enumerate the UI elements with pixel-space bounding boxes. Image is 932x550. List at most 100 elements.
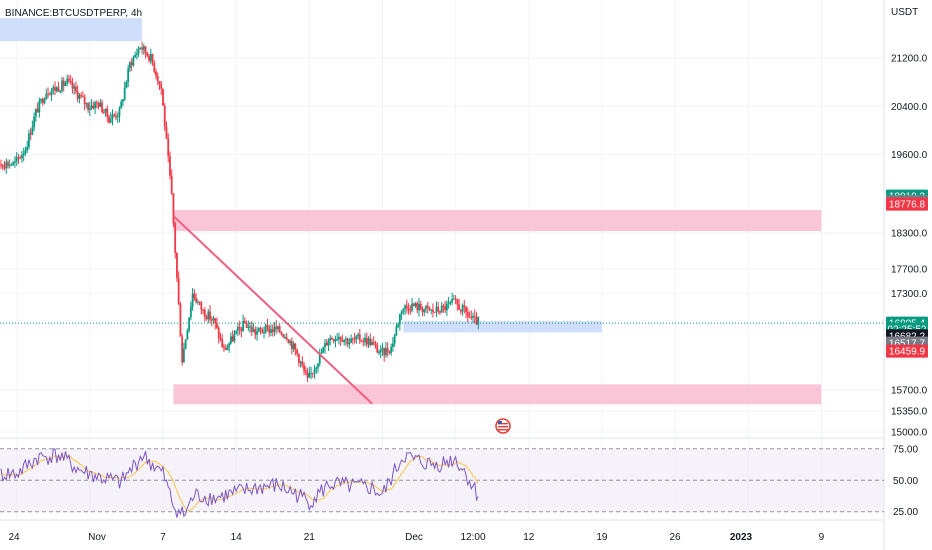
- candle-body: [217, 328, 220, 338]
- candle-body: [125, 82, 128, 88]
- candle-body: [344, 338, 347, 340]
- candle-body: [270, 329, 272, 333]
- candle-body: [303, 365, 305, 371]
- candle-body: [367, 338, 370, 345]
- candle-body: [473, 316, 476, 318]
- candle-body: [207, 311, 210, 320]
- candle-body: [477, 317, 480, 325]
- candle-body: [468, 316, 471, 318]
- candle-body: [90, 105, 93, 109]
- price-badge-label: 18776.8: [889, 200, 926, 211]
- candle-body: [212, 318, 215, 320]
- candle-body: [263, 332, 265, 334]
- candle-body: [266, 325, 269, 327]
- candle-body: [43, 99, 46, 104]
- time-tick-label: 26: [669, 532, 681, 543]
- candle-body: [465, 306, 467, 312]
- candle-body: [59, 90, 62, 92]
- grid: [0, 0, 884, 520]
- candle-body: [336, 339, 339, 341]
- candle-body: [437, 306, 440, 312]
- candle-body: [350, 338, 352, 343]
- candle-body: [358, 334, 361, 341]
- candle-body: [120, 101, 123, 109]
- candle-body: [296, 349, 299, 354]
- candle-body: [97, 103, 100, 107]
- price-badge-label: 16517.7: [889, 339, 926, 350]
- candle-body: [10, 164, 13, 166]
- candle-body: [318, 353, 321, 364]
- candle-body: [472, 316, 474, 318]
- candle-body: [76, 91, 79, 99]
- candle-body: [81, 95, 84, 98]
- price-badge: [886, 197, 928, 211]
- candle-body: [245, 323, 248, 328]
- candle-body: [181, 336, 184, 363]
- candle-body: [54, 87, 56, 91]
- candle-body: [29, 133, 32, 135]
- candle-body: [466, 311, 469, 317]
- candle-body: [329, 337, 332, 341]
- candle-body: [167, 138, 170, 157]
- price-tick-label: 15000.0: [891, 428, 928, 439]
- candle-body: [351, 338, 354, 340]
- candle-body: [297, 353, 300, 363]
- candle-body: [275, 326, 278, 330]
- candle-body: [259, 328, 262, 330]
- candle-body: [127, 68, 130, 83]
- candle-body: [219, 337, 222, 340]
- price-tick-label: 18300.0: [891, 228, 928, 239]
- candle-body: [68, 78, 70, 81]
- time-axis[interactable]: 24 Nov 7 14 21 Dec 12:00 12 19 26 2023 9: [8, 532, 824, 543]
- candle-body: [409, 310, 412, 312]
- candle-body: [313, 369, 316, 373]
- candle-body: [240, 328, 243, 331]
- time-tick-label: 21: [304, 532, 316, 543]
- candle-body: [325, 342, 328, 346]
- rsi-pane[interactable]: [0, 448, 884, 518]
- candle-body: [158, 81, 161, 84]
- time-tick-label: 12: [523, 532, 535, 543]
- zone-support: [173, 384, 822, 405]
- candle-body: [250, 326, 253, 332]
- candle-body: [287, 339, 290, 344]
- time-tick-label: Dec: [405, 532, 423, 543]
- price-axis[interactable]: 21200.0 20400.0 19600.0 18300.0 17700.0 17300…: [891, 54, 928, 439]
- candle-body: [386, 348, 389, 353]
- candle-body: [442, 305, 445, 307]
- candle-body: [268, 326, 271, 333]
- candle-body: [223, 347, 225, 349]
- candle-body: [12, 161, 15, 165]
- candle-body: [202, 309, 204, 311]
- candle-body: [7, 162, 9, 166]
- candle-body: [254, 329, 257, 335]
- candle-body: [327, 340, 330, 346]
- candle-body: [357, 334, 359, 336]
- candle-body: [177, 277, 180, 304]
- candle-body: [33, 116, 36, 128]
- candle-body: [113, 114, 116, 116]
- candle-body: [27, 133, 30, 147]
- candle-body: [322, 347, 325, 353]
- candle-body: [400, 311, 403, 315]
- candle-body: [50, 90, 53, 95]
- candle-body: [365, 337, 368, 345]
- candle-body: [94, 102, 96, 109]
- zone-zone: [0, 18, 143, 42]
- candle-body: [324, 342, 326, 348]
- candle-body: [261, 329, 264, 333]
- candle-body: [88, 108, 91, 110]
- candle-body: [17, 157, 20, 159]
- us-flag-icon[interactable]: [495, 418, 511, 434]
- candle-body: [87, 103, 90, 110]
- candle-body: [282, 334, 285, 338]
- candle-body: [242, 320, 245, 331]
- candle-body: [353, 338, 356, 340]
- rsi-line: [0, 448, 479, 518]
- candle-body: [64, 83, 67, 86]
- candle-body: [26, 146, 29, 151]
- candle-body: [71, 82, 74, 89]
- candle-body: [221, 339, 224, 348]
- candle-body: [78, 95, 81, 99]
